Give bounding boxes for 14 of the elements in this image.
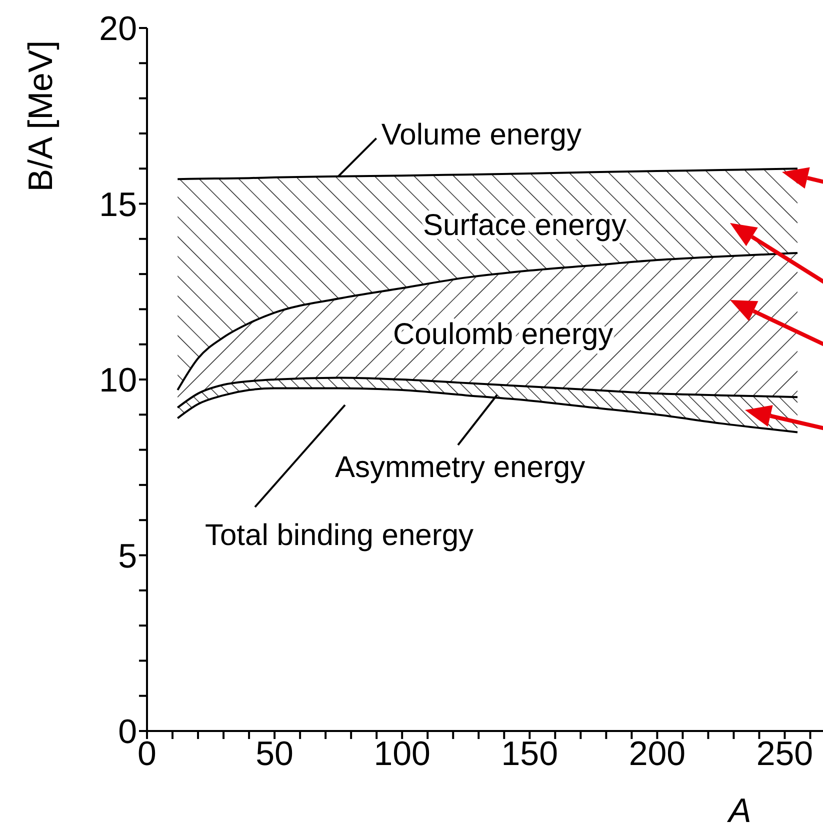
annotation: Volume energy	[381, 118, 582, 152]
legend-label: Asymmetry energy	[335, 451, 586, 484]
x-axis-title: A	[726, 792, 752, 830]
y-tick-label: 20	[99, 10, 137, 48]
y-tick-label: 10	[99, 362, 137, 400]
y-tick-label: 5	[118, 537, 137, 576]
x-tick-label: 250	[756, 735, 814, 774]
y-axis-title: B/A [MeV]	[22, 40, 60, 192]
x-tick-label: 100	[374, 735, 430, 774]
x-tick-label: 200	[628, 735, 686, 774]
x-tick-label: 50	[256, 735, 294, 774]
y-tick-label: 15	[99, 186, 137, 224]
series-label: Total binding energy	[205, 519, 474, 552]
x-tick-label: 150	[501, 735, 558, 774]
